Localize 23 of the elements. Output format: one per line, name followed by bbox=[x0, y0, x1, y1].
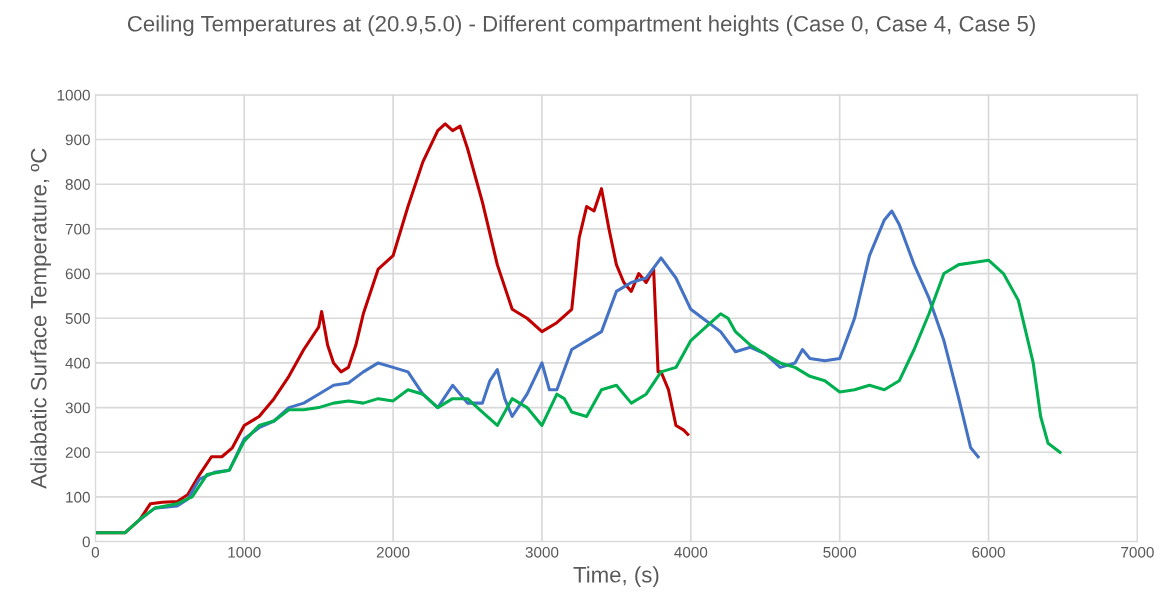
y-tick-label: 800 bbox=[65, 179, 90, 190]
y-tick-label: 0 bbox=[82, 536, 90, 548]
x-tick-label: 0 bbox=[91, 546, 100, 558]
y-tick-label: 500 bbox=[65, 313, 90, 324]
x-tick-label: 7000 bbox=[1121, 546, 1154, 558]
y-tick-label: 300 bbox=[65, 402, 90, 414]
y-tick-label: 100 bbox=[66, 491, 90, 503]
x-axis-title: Time, (s) bbox=[573, 566, 659, 587]
y-tick-label: 600 bbox=[65, 268, 90, 280]
y-tick-label: 700 bbox=[65, 223, 90, 235]
y-axis-title: Adiabatic Surface Temperature, ºC bbox=[30, 148, 51, 489]
x-tick-label: 5000 bbox=[823, 546, 857, 558]
x-tick-label: 6000 bbox=[972, 546, 1005, 558]
x-tick-label: 2000 bbox=[376, 546, 410, 558]
y-tick-label: 200 bbox=[65, 447, 90, 458]
y-tick-label: 1000 bbox=[57, 89, 90, 101]
line-series bbox=[95, 258, 1062, 535]
chart-title: Ceiling Temperatures at (20.9,5.0) - Different compartment heights (Case 0, Case 4, Case 5) bbox=[127, 15, 1035, 37]
y-tick-label: 400 bbox=[65, 357, 90, 369]
x-tick-label: 4000 bbox=[674, 546, 708, 558]
y-tick-label: 900 bbox=[65, 134, 90, 146]
x-tick-label: 3000 bbox=[525, 546, 559, 558]
x-tick-label: 1000 bbox=[228, 546, 261, 558]
